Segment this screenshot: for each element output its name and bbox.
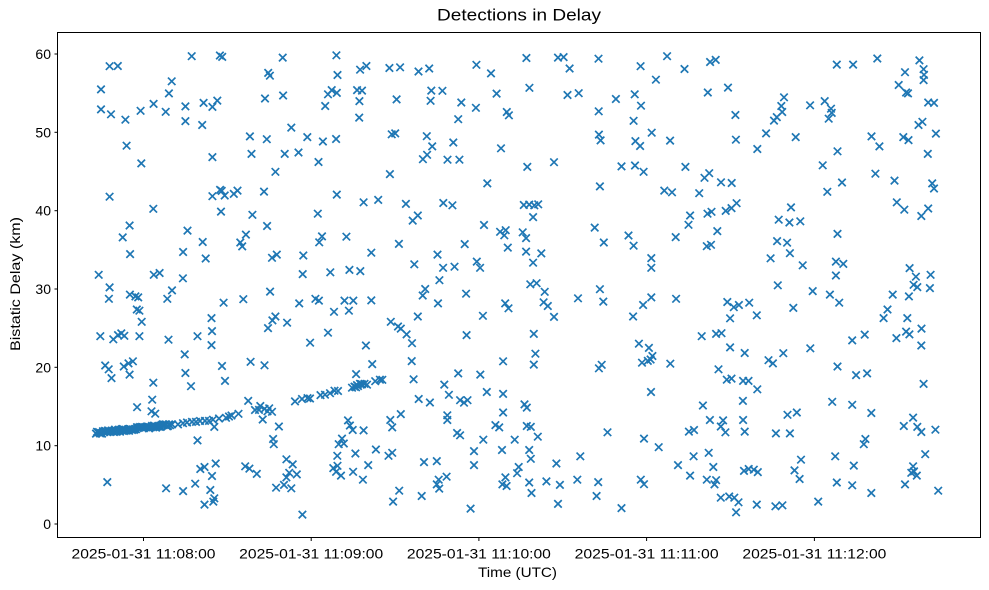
svg-text:2025-01-31 11:09:00: 2025-01-31 11:09:00 bbox=[239, 546, 383, 562]
svg-text:2025-01-31 11:11:00: 2025-01-31 11:11:00 bbox=[575, 546, 719, 562]
svg-text:Bistatic Delay (km): Bistatic Delay (km) bbox=[7, 217, 23, 351]
svg-text:2025-01-31 11:08:00: 2025-01-31 11:08:00 bbox=[72, 546, 216, 562]
svg-text:30: 30 bbox=[35, 281, 51, 297]
svg-text:0: 0 bbox=[43, 516, 51, 532]
svg-text:2025-01-31 11:12:00: 2025-01-31 11:12:00 bbox=[742, 546, 886, 562]
svg-text:Time (UTC): Time (UTC) bbox=[478, 564, 557, 580]
svg-text:40: 40 bbox=[35, 203, 51, 219]
svg-text:2025-01-31 11:10:00: 2025-01-31 11:10:00 bbox=[407, 546, 551, 562]
svg-text:10: 10 bbox=[35, 438, 51, 454]
svg-text:50: 50 bbox=[35, 124, 51, 140]
svg-text:60: 60 bbox=[35, 46, 51, 62]
svg-text:20: 20 bbox=[35, 359, 51, 375]
svg-text:Detections in Delay: Detections in Delay bbox=[437, 6, 602, 25]
